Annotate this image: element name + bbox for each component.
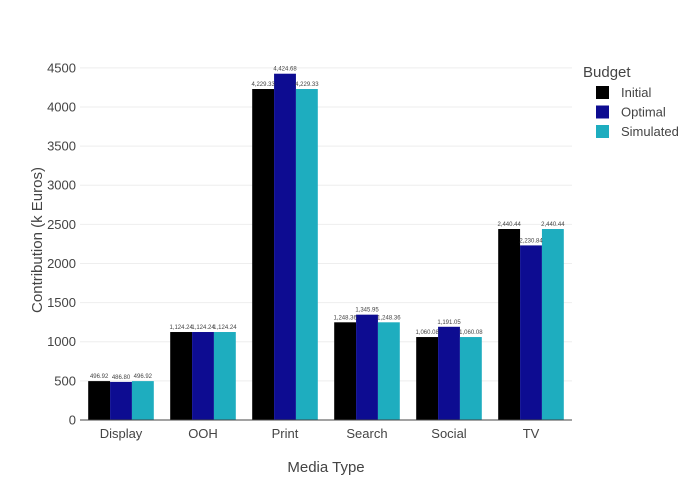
y-tick-label: 2000: [47, 256, 76, 271]
data-label: 496.92: [134, 374, 153, 380]
data-label: 496.92: [90, 374, 109, 380]
x-tick-label: Social: [431, 426, 467, 441]
x-tick-label: Display: [100, 426, 143, 441]
y-axis-title: Contribution (k Euros): [29, 167, 46, 313]
bar[interactable]: [416, 337, 439, 420]
gridlines: [80, 67, 572, 382]
bar[interactable]: [438, 326, 460, 420]
bar[interactable]: [295, 89, 318, 420]
data-label: 1,124.24: [213, 325, 237, 331]
data-label: 1,248.36: [333, 315, 357, 321]
bars: [88, 73, 564, 420]
x-axis-ticks: Display OOH Print Search Social TV: [100, 426, 540, 441]
bar[interactable]: [213, 332, 236, 420]
legend: Budget Initial Optimal Simulated: [583, 64, 679, 139]
bar[interactable]: [110, 381, 132, 420]
data-label: 4,229.33: [295, 82, 319, 88]
data-label: 2,440.44: [541, 222, 565, 228]
bar[interactable]: [520, 245, 542, 420]
legend-swatch: [596, 125, 609, 138]
y-tick-label: 4500: [47, 60, 76, 75]
data-label: 1,191.05: [437, 320, 461, 326]
y-tick-label: 2500: [47, 217, 76, 232]
bar[interactable]: [541, 229, 564, 420]
bar[interactable]: [131, 381, 154, 420]
x-tick-label: Print: [272, 426, 299, 441]
bar[interactable]: [192, 332, 214, 420]
data-label: 1,345.95: [355, 308, 379, 314]
y-tick-label: 500: [54, 373, 76, 388]
data-label: 1,248.36: [377, 315, 401, 321]
data-label: 4,229.33: [251, 82, 275, 88]
y-tick-label: 4000: [47, 99, 76, 114]
legend-title: Budget: [583, 64, 631, 81]
legend-item-label: Simulated: [621, 124, 679, 139]
legend-swatch: [596, 105, 609, 119]
bar[interactable]: [334, 322, 357, 420]
x-tick-label: TV: [523, 426, 540, 441]
bar[interactable]: [459, 337, 482, 420]
data-label: 2,230.84: [519, 238, 543, 244]
bar[interactable]: [498, 229, 521, 420]
y-tick-label: 1500: [47, 295, 76, 310]
data-label: 2,440.44: [497, 222, 521, 228]
y-tick-label: 1000: [47, 334, 76, 349]
bar[interactable]: [88, 381, 111, 420]
x-axis-title: Media Type: [287, 459, 364, 476]
legend-item-label: Optimal: [621, 105, 666, 120]
y-tick-label: 3000: [47, 178, 76, 193]
x-tick-label: Search: [346, 426, 387, 441]
legend-item-label: Initial: [621, 85, 651, 100]
bar[interactable]: [252, 89, 275, 420]
bar[interactable]: [356, 314, 378, 420]
data-label: 1,060.08: [459, 330, 483, 336]
data-label: 1,124.24: [169, 325, 193, 331]
data-label: 4,424.68: [273, 67, 297, 73]
bar[interactable]: [377, 322, 400, 420]
data-label: 1,124.24: [191, 325, 215, 331]
y-axis-ticks: 0 500 1000 1500 2000 2500 3000 3500 4000 4500: [47, 60, 76, 427]
bar[interactable]: [274, 73, 296, 420]
data-label: 1,060.08: [415, 330, 439, 336]
bar[interactable]: [170, 332, 193, 420]
y-tick-label: 3500: [47, 139, 76, 154]
data-labels: 496.92 486.80 496.921,124.241,124.241,124.…: [90, 67, 565, 381]
x-tick-label: OOH: [188, 426, 218, 441]
data-label: 486.80: [112, 375, 131, 381]
legend-swatch: [596, 86, 609, 99]
y-tick-label: 0: [69, 413, 76, 428]
